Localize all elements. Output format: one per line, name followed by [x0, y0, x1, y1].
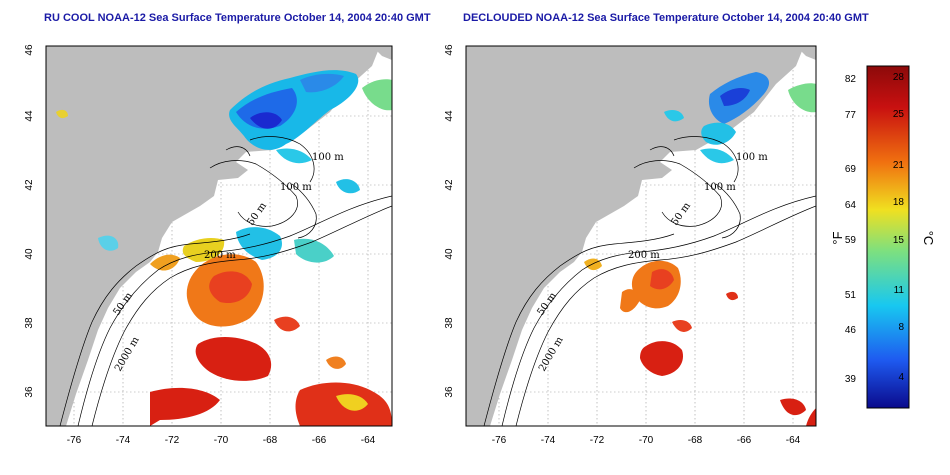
lat-label: 46: [24, 44, 35, 56]
left-map-isobaths: [59, 136, 392, 426]
lon-label: -64: [786, 435, 801, 446]
celsius-tick: 11: [894, 285, 905, 296]
colorbar-celsius-ticks: 28 25 21 18 15 11 8 4: [893, 72, 905, 383]
celsius-tick: 8: [898, 322, 904, 333]
lon-label: -66: [737, 435, 752, 446]
lon-label: -76: [492, 435, 507, 446]
svg-text:100 m: 100 m: [736, 152, 768, 163]
left-map-frame: [45, 45, 393, 427]
lat-label: 36: [24, 386, 35, 398]
lon-label: -70: [214, 435, 229, 446]
svg-text:200 m: 200 m: [628, 250, 660, 261]
svg-text:100 m: 100 m: [312, 152, 344, 163]
lat-label: 40: [24, 248, 35, 260]
fahrenheit-tick: 82: [845, 74, 857, 85]
svg-text:100 m: 100 m: [280, 182, 312, 193]
celsius-tick: 25: [893, 109, 905, 120]
lat-label: 44: [444, 110, 455, 122]
lat-label: 46: [444, 44, 455, 56]
fahrenheit-tick: 51: [845, 290, 857, 301]
fahrenheit-tick: 39: [845, 374, 857, 385]
temperature-colorbar: 82 77 69 64 59 51 46 39 28 25 21 18 15 1…: [830, 65, 936, 409]
left-map-land: [46, 46, 380, 426]
fahrenheit-unit-label: °F: [830, 231, 845, 244]
lon-label: -72: [590, 435, 605, 446]
celsius-tick: 4: [898, 372, 904, 383]
lat-label: 40: [444, 248, 455, 260]
right-map-land: [466, 46, 804, 426]
svg-text:100 m: 100 m: [704, 182, 736, 193]
colorbar-fahrenheit-ticks: 82 77 69 64 59 51 46 39: [845, 74, 857, 385]
lat-label: 36: [444, 386, 455, 398]
left-map-lon-axis: -76 -74 -72 -70 -68 -66 -64: [67, 435, 376, 446]
lon-label: -68: [688, 435, 703, 446]
right-map-lon-axis: -76 -74 -72 -70 -68 -66 -64: [492, 435, 801, 446]
right-map-sst-data: [584, 72, 816, 426]
fahrenheit-tick: 64: [845, 200, 857, 211]
right-map-lat-axis: 46 44 42 40 38 36: [444, 44, 455, 398]
left-map-title: RU COOL NOAA-12 Sea Surface Temperature …: [44, 12, 431, 24]
lon-label: -74: [116, 435, 131, 446]
right-sst-map: 100 m 100 m 50 m 200 m 50 m 2000 m 46 44…: [444, 44, 817, 446]
celsius-tick: 18: [893, 197, 905, 208]
left-map-nova-scotia: [372, 46, 392, 60]
lat-label: 38: [444, 317, 455, 329]
lon-label: -66: [312, 435, 327, 446]
fahrenheit-tick: 59: [845, 235, 857, 246]
celsius-tick: 28: [893, 72, 905, 83]
lon-label: -68: [263, 435, 278, 446]
lon-label: -72: [165, 435, 180, 446]
lat-label: 44: [24, 110, 35, 122]
celsius-tick: 15: [893, 235, 905, 246]
right-map-frame: [465, 45, 817, 427]
right-map-nova-scotia: [796, 46, 816, 60]
fahrenheit-tick: 69: [845, 164, 857, 175]
right-map-isobaths: [483, 136, 816, 426]
celsius-unit-label: °C: [921, 231, 936, 246]
left-map-lat-axis: 46 44 42 40 38 36: [24, 44, 35, 398]
svg-text:200 m: 200 m: [204, 250, 236, 261]
fahrenheit-tick: 77: [845, 110, 857, 121]
fahrenheit-tick: 46: [845, 325, 857, 336]
lat-label: 38: [24, 317, 35, 329]
left-sst-map: 100 m 100 m 50 m 200 m 50 m 2000 m 46 44…: [24, 44, 393, 446]
colorbar-gradient: [866, 65, 910, 409]
lat-label: 42: [444, 179, 455, 191]
right-map-title: DECLOUDED NOAA-12 Sea Surface Temperatur…: [463, 12, 869, 24]
celsius-tick: 21: [893, 160, 905, 171]
lon-label: -64: [361, 435, 376, 446]
lon-label: -70: [639, 435, 654, 446]
lon-label: -76: [67, 435, 82, 446]
lat-label: 42: [24, 179, 35, 191]
lon-label: -74: [541, 435, 556, 446]
